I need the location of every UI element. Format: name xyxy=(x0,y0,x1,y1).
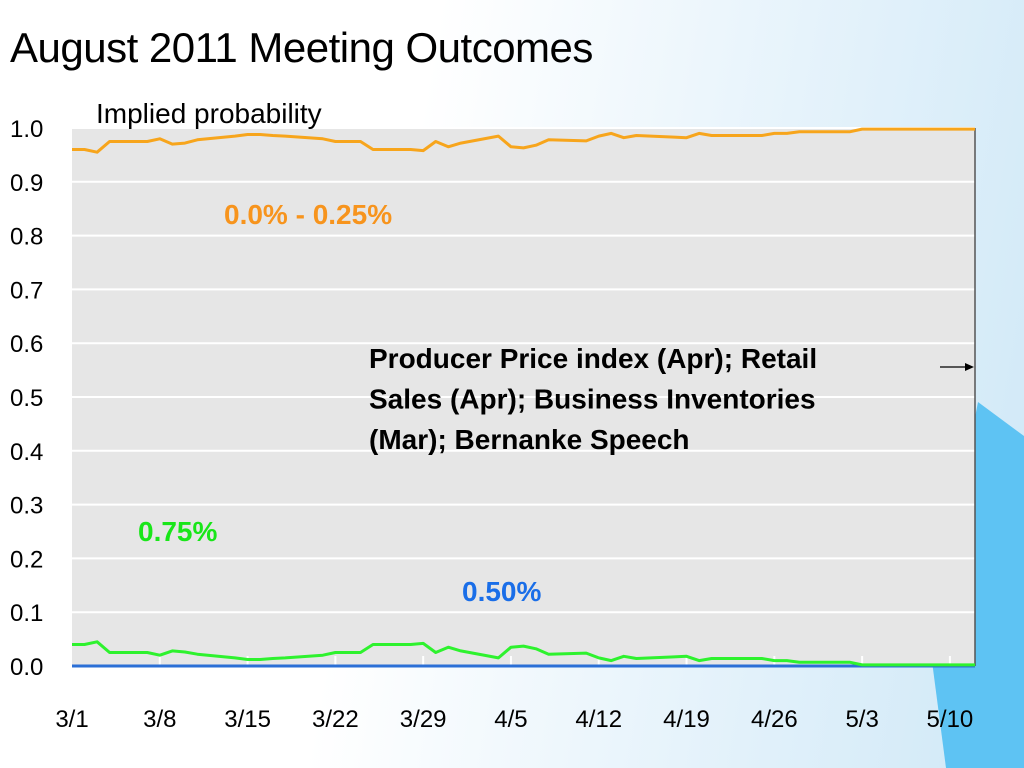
x-tick-label: 5/10 xyxy=(927,706,974,733)
y-tick-label: 0.3 xyxy=(10,493,43,520)
y-tick-label: 0.6 xyxy=(10,331,43,358)
x-tick-label: 3/15 xyxy=(224,706,271,733)
annotation-line: (Mar); Bernanke Speech xyxy=(369,424,690,455)
series-label-2: 0.75% xyxy=(138,516,217,547)
y-tick-label: 0.1 xyxy=(10,600,43,627)
x-tick-label: 3/29 xyxy=(400,706,447,733)
y-tick-label: 0.7 xyxy=(10,277,43,304)
chart-subtitle: Implied probability xyxy=(96,98,322,129)
series-line-0 xyxy=(72,127,975,154)
x-tick-label: 4/26 xyxy=(751,706,798,733)
series-labels: 0.0% - 0.25% 0.50% 0.75% xyxy=(138,199,541,607)
y-tick-label: 0.4 xyxy=(10,439,43,466)
y-tick-label: 0.9 xyxy=(10,170,43,197)
x-tick-label: 5/3 xyxy=(845,706,878,733)
annotation-line: Producer Price index (Apr); Retail xyxy=(369,343,817,374)
x-axis-ticks: 3/1 3/8 3/15 3/22 3/29 4/5 4/12 4/19 4/26 5/3 5/10 xyxy=(55,706,973,733)
x-tick-label: 4/19 xyxy=(663,706,710,733)
gridlines xyxy=(72,127,975,667)
y-axis-ticks: 0.0 0.1 0.2 0.3 0.4 0.5 0.6 0.7 0.8 0.9 1.0 xyxy=(10,116,43,681)
annotation-arrow-head xyxy=(965,363,974,371)
y-tick-label: 0.0 xyxy=(10,654,43,681)
y-tick-label: 0.2 xyxy=(10,546,43,573)
y-tick-label: 0.5 xyxy=(10,385,43,412)
series-line-2 xyxy=(72,640,975,667)
annotations: Producer Price index (Apr); Retail Sales … xyxy=(369,343,974,455)
y-tick-label: 0.8 xyxy=(10,224,43,251)
x-tick-label: 3/1 xyxy=(55,706,88,733)
series-label-0: 0.0% - 0.25% xyxy=(224,199,392,230)
corner-decoration-shape xyxy=(930,402,1024,768)
x-tick-label: 4/12 xyxy=(575,706,622,733)
x-tick-label: 4/5 xyxy=(494,706,527,733)
annotation-line: Sales (Apr); Business Inventories xyxy=(369,384,816,415)
series-label-1: 0.50% xyxy=(462,576,541,607)
x-tick-label: 3/22 xyxy=(312,706,359,733)
x-tick-label: 3/8 xyxy=(143,706,176,733)
series-group xyxy=(72,127,975,668)
page-title: August 2011 Meeting Outcomes xyxy=(10,24,593,71)
y-tick-label: 1.0 xyxy=(10,116,43,143)
